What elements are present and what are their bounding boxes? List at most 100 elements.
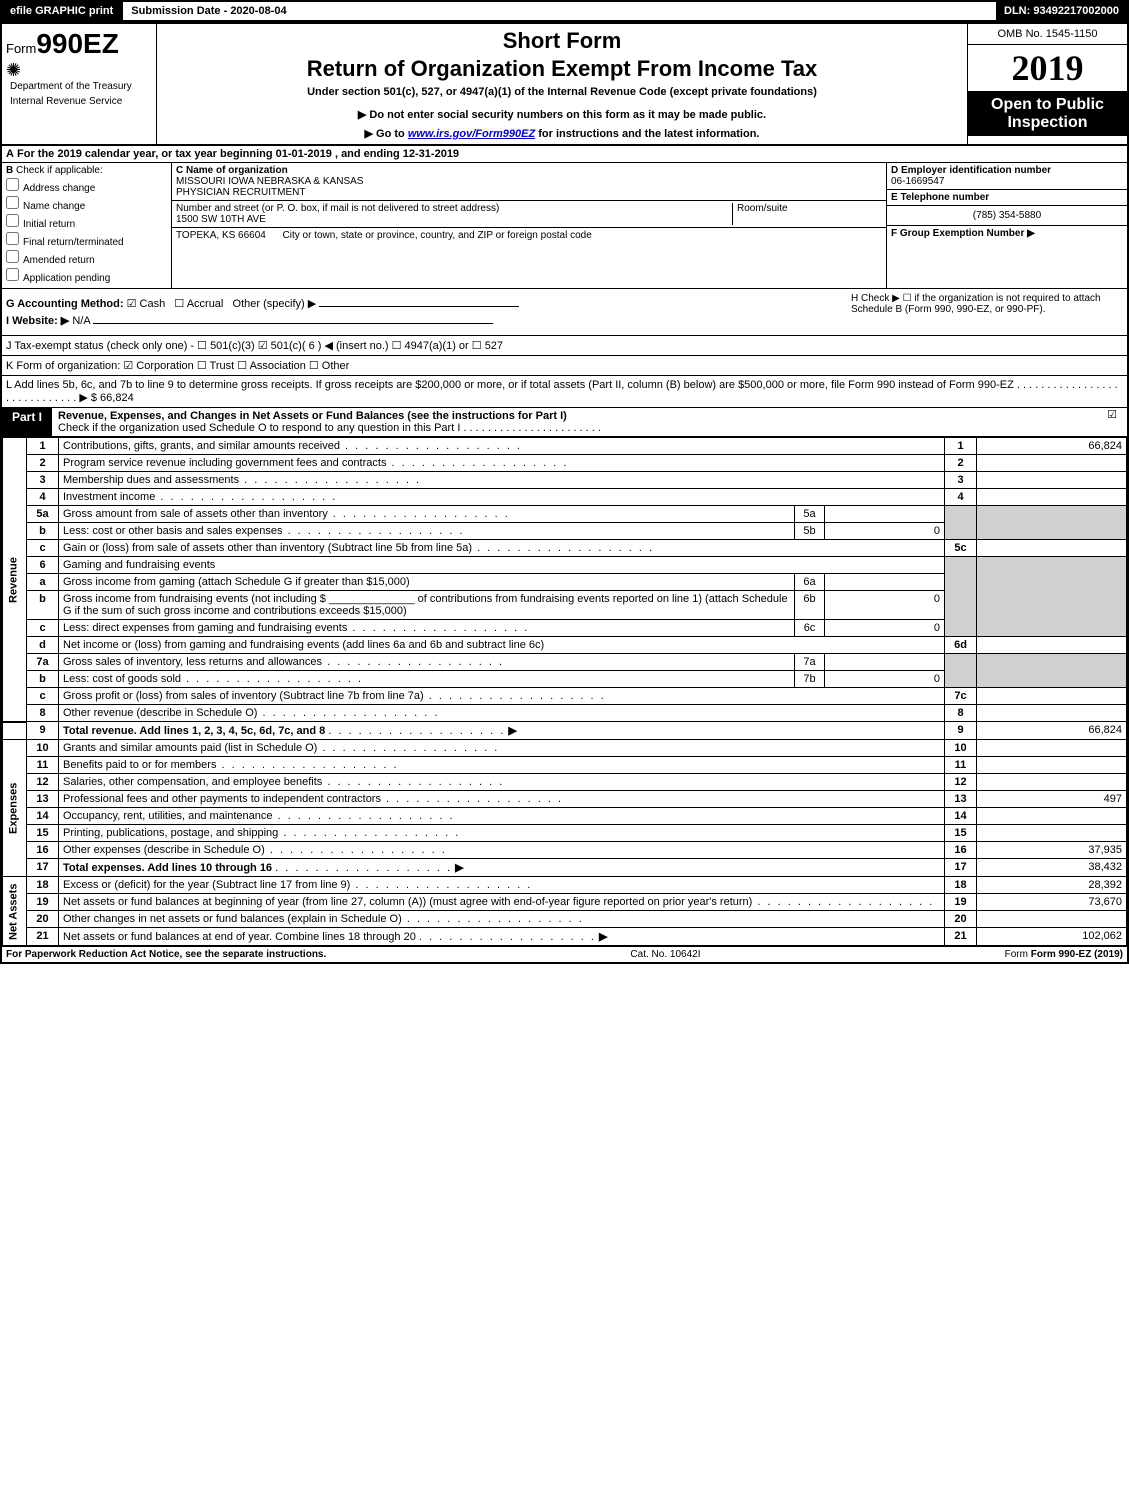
irs-label: Internal Revenue Service: [6, 96, 152, 111]
row-desc: Benefits paid to or for members: [63, 759, 399, 771]
row-num: 4: [27, 489, 59, 506]
table-row: Revenue 1Contributions, gifts, grants, a…: [3, 438, 1127, 455]
row-box: 10: [945, 740, 977, 757]
g-accrual: Accrual: [187, 298, 224, 310]
row-desc: Printing, publications, postage, and shi…: [63, 827, 460, 839]
short-form-title: Short Form: [165, 28, 959, 54]
table-row: Expenses 10Grants and similar amounts pa…: [3, 740, 1127, 757]
form-prefix: Form: [6, 41, 36, 56]
street-label: Number and street (or P. O. box, if mail…: [176, 203, 499, 214]
cb-final-return[interactable]: Final return/terminated: [6, 232, 167, 248]
row-box: 5c: [945, 540, 977, 557]
row-num: 3: [27, 472, 59, 489]
table-row: 14Occupancy, rent, utilities, and mainte…: [3, 808, 1127, 825]
row-subamt: 0: [825, 591, 945, 620]
cb-label: Name change: [23, 201, 85, 212]
row-num: d: [27, 637, 59, 654]
row-desc: Gaming and fundraising events: [59, 557, 945, 574]
part-i-checkbox[interactable]: ☑: [1097, 408, 1127, 436]
row-sub: 6b: [795, 591, 825, 620]
row-amt: [977, 740, 1127, 757]
line-a-prefix: A: [6, 148, 14, 160]
cb-initial-return-input[interactable]: [6, 214, 19, 227]
row-box: 3: [945, 472, 977, 489]
footer-center: Cat. No. 10642I: [630, 949, 700, 960]
cb-label: Amended return: [23, 255, 95, 266]
row-amt: [977, 808, 1127, 825]
spacer: [3, 722, 27, 740]
cb-amended-return-input[interactable]: [6, 250, 19, 263]
cb-name-change-input[interactable]: [6, 196, 19, 209]
footer-right: Form Form 990-EZ (2019): [1005, 949, 1123, 960]
table-row: 13Professional fees and other payments t…: [3, 791, 1127, 808]
row-desc: Occupancy, rent, utilities, and maintena…: [63, 810, 455, 822]
row-desc: Net assets or fund balances at beginning…: [63, 896, 934, 908]
cb-address-change-input[interactable]: [6, 178, 19, 191]
row-amt: [977, 825, 1127, 842]
row-desc: Gain or (loss) from sale of assets other…: [63, 542, 654, 554]
cb-amended-return[interactable]: Amended return: [6, 250, 167, 266]
row-amt: [977, 688, 1127, 705]
org-name-label: C Name of organization: [176, 165, 288, 176]
row-num: 7a: [27, 654, 59, 671]
cb-address-change[interactable]: Address change: [6, 178, 167, 194]
table-row: dNet income or (loss) from gaming and fu…: [3, 637, 1127, 654]
row-num: 8: [27, 705, 59, 722]
row-sub: 5b: [795, 523, 825, 540]
table-row: 3Membership dues and assessments3: [3, 472, 1127, 489]
efile-print-button[interactable]: efile GRAPHIC print: [2, 2, 121, 20]
row-desc: Less: cost of goods sold: [63, 673, 363, 685]
tel-label: E Telephone number: [891, 192, 989, 203]
row-subamt: [825, 574, 945, 591]
omb-number: OMB No. 1545-1150: [968, 24, 1127, 45]
row-box: 18: [945, 877, 977, 894]
line-ghi: G Accounting Method: ☑ Cash ☐ Accrual Ot…: [2, 289, 1127, 336]
row-amt: 73,670: [977, 894, 1127, 911]
row-subamt: 0: [825, 523, 945, 540]
ein-value: 06-1669547: [891, 176, 944, 187]
row-num: c: [27, 688, 59, 705]
row-desc: Less: cost or other basis and sales expe…: [63, 525, 465, 537]
row-box: 7c: [945, 688, 977, 705]
cb-name-change[interactable]: Name change: [6, 196, 167, 212]
row-amt: [977, 637, 1127, 654]
row-num: 5a: [27, 506, 59, 523]
row-amt: [977, 540, 1127, 557]
cb-application-pending-input[interactable]: [6, 268, 19, 281]
line-j: J Tax-exempt status (check only one) - ☐…: [2, 336, 1127, 356]
row-amt: 66,824: [977, 438, 1127, 455]
ein-label: D Employer identification number: [891, 165, 1051, 176]
row-amt: 66,824: [977, 722, 1127, 740]
line-g: G Accounting Method: ☑ Cash ☐ Accrual Ot…: [6, 297, 843, 310]
g-cash: Cash: [140, 298, 166, 310]
cb-final-return-input[interactable]: [6, 232, 19, 245]
block-c: C Name of organization MISSOURI IOWA NEB…: [172, 163, 887, 288]
footer-right-text: Form 990-EZ (2019): [1031, 949, 1123, 960]
shade-cell: [945, 506, 977, 540]
row-amt: 102,062: [977, 928, 1127, 946]
top-bar: efile GRAPHIC print Submission Date - 20…: [0, 0, 1129, 22]
row-num: 2: [27, 455, 59, 472]
row-amt: 28,392: [977, 877, 1127, 894]
netassets-section-label: Net Assets: [3, 877, 27, 946]
g-other-input[interactable]: [319, 306, 519, 307]
block-b: B Check if applicable: Address change Na…: [2, 163, 172, 288]
row-num: 10: [27, 740, 59, 757]
row-desc: Program service revenue including govern…: [63, 457, 568, 469]
b-label: B: [6, 165, 13, 176]
cb-initial-return[interactable]: Initial return: [6, 214, 167, 230]
line-a-ending: , and ending 12-31-2019: [335, 148, 459, 160]
row-amt: [977, 472, 1127, 489]
table-row: 5aGross amount from sale of assets other…: [3, 506, 1127, 523]
row-box: 6d: [945, 637, 977, 654]
cb-label: Application pending: [23, 273, 110, 284]
cb-application-pending[interactable]: Application pending: [6, 268, 167, 284]
group-exemption-label: F Group Exemption Number: [891, 228, 1024, 239]
goto-prefix: ▶ Go to: [365, 128, 408, 140]
irs-link[interactable]: www.irs.gov/Form990EZ: [408, 128, 535, 140]
row-subamt: 0: [825, 620, 945, 637]
dln-label: DLN: 93492217002000: [996, 2, 1127, 20]
row-amt: [977, 489, 1127, 506]
row-desc: Less: direct expenses from gaming and fu…: [63, 622, 529, 634]
row-amt: 38,432: [977, 859, 1127, 877]
